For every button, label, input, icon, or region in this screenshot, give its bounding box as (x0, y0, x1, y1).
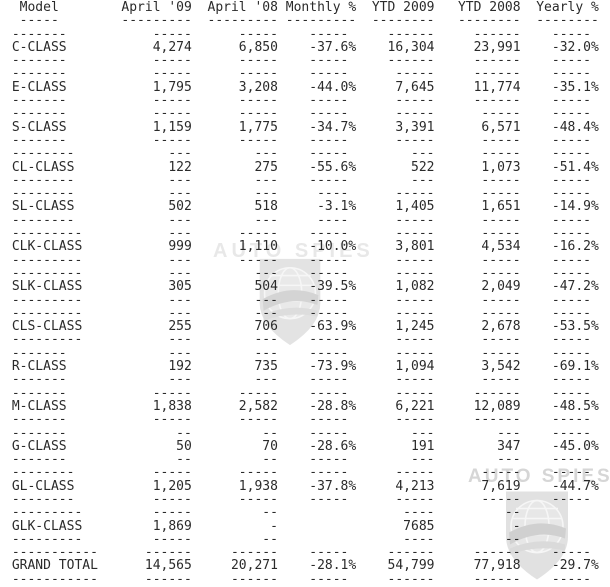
row-separator: ------- ----- ----- ----- ----- ----- --… (4, 132, 599, 148)
row-separator: -------- --- --- ----- --- ----- ----- (4, 172, 599, 188)
row-separator: --------- ----- -- ---- -- (4, 531, 599, 547)
row-separator: --------- --- --- ----- ----- ----- ----… (4, 265, 599, 281)
row-separator: -------- --- --- ----- --- ----- ----- (4, 146, 599, 162)
table-row: GLK-CLASS 1,869 - 7685 - (4, 518, 599, 534)
table-row: M-CLASS 1,838 2,582 -28.8% 6,221 12,089 … (4, 398, 599, 414)
table-row: E-CLASS 1,795 3,208 -44.0% 7,645 11,774 … (4, 79, 599, 95)
row-separator: ----------- ------ ------ ----- ------ -… (4, 571, 599, 587)
table-row: G-CLASS 50 70 -28.6% 191 347 -45.0% (4, 438, 599, 454)
row-separator: ------- ----- ----- ----- ----- ------ -… (4, 93, 599, 109)
table-row: CL-CLASS 122 275 -55.6% 522 1,073 -51.4% (4, 159, 599, 175)
row-separator: ------- ----- ----- ----- ------ ------ … (4, 53, 599, 69)
row-separator: ------- -- -- ----- --- --- ----- (4, 425, 599, 441)
table-row: C-CLASS 4,274 6,850 -37.6% 16,304 23,991… (4, 39, 599, 55)
row-separator: --------- --- ----- ----- ----- ----- --… (4, 226, 599, 242)
table-row: CLK-CLASS 999 1,110 -10.0% 3,801 4,534 -… (4, 239, 599, 255)
row-separator: --------- ----- -- ---- -- (4, 505, 599, 521)
row-separator: -------- --- --- ---- ----- ----- ----- (4, 212, 599, 228)
row-separator: --------- --- ----- ----- ----- ----- --… (4, 252, 599, 268)
table-row: GRAND TOTAL 14,565 20,271 -28.1% 54,799 … (4, 558, 599, 574)
row-separator: ------- -- -- ----- --- --- ----- (4, 452, 599, 468)
table-row: R-CLASS 192 735 -73.9% 1,094 3,542 -69.1… (4, 359, 599, 375)
row-separator: --------- --- --- ----- ----- ----- ----… (4, 305, 599, 321)
row-separator: -------- ----- ----- ----- ----- ----- -… (4, 465, 599, 481)
table-row: SL-CLASS 502 518 -3.1% 1,405 1,651 -14.9… (4, 199, 599, 215)
row-separator: --------- --- --- ----- ----- ----- ----… (4, 332, 599, 348)
row-separator: -------- --- --- ---- ----- ----- ----- (4, 186, 599, 202)
row-separator: ------- --- --- ----- ----- ----- ----- (4, 372, 599, 388)
header-row: Model April '09 April '08 Monthly % YTD … (4, 0, 599, 15)
row-separator: ------- ----- ----- ----- ----- ------ -… (4, 412, 599, 428)
table-row: GL-CLASS 1,205 1,938 -37.8% 4,213 7,619 … (4, 478, 599, 494)
row-separator: --------- --- --- ----- ----- ----- ----… (4, 292, 599, 308)
row-separator: ------- ----- ----- ----- ----- ------ -… (4, 385, 599, 401)
table-row: CLS-CLASS 255 706 -63.9% 1,245 2,678 -53… (4, 319, 599, 335)
row-separator: ------- --- --- ----- ----- ----- ----- (4, 345, 599, 361)
row-separator: ------- ----- ----- ----- ------ ------ … (4, 26, 599, 42)
row-separator: ------- ----- ----- ----- ----- ----- --… (4, 106, 599, 122)
row-separator: -------- ----- ----- ----- ----- ----- -… (4, 491, 599, 507)
header-underline: ----- --------- --------- --------- ----… (4, 13, 599, 29)
table-row: SLK-CLASS 305 504 -39.5% 1,082 2,049 -47… (4, 279, 599, 295)
row-separator: ----------- ------ ------ ----- ------ -… (4, 545, 599, 561)
sales-table: Model April '09 April '08 Monthly % YTD … (4, 1, 599, 586)
table-row: S-CLASS 1,159 1,775 -34.7% 3,391 6,571 -… (4, 119, 599, 135)
row-separator: ------- ----- ----- ----- ----- ------ -… (4, 66, 599, 82)
